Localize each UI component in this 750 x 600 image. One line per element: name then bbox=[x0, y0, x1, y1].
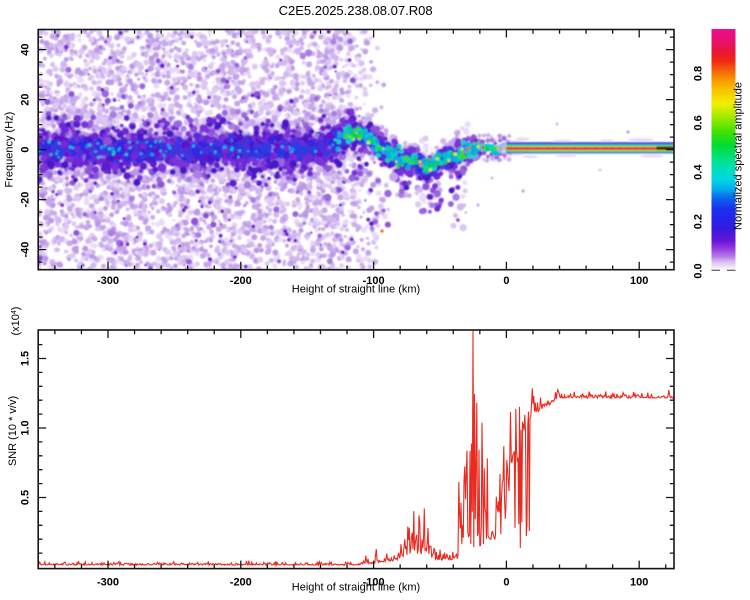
svg-text:0: 0 bbox=[503, 275, 509, 287]
svg-text:-300: -300 bbox=[97, 275, 119, 287]
svg-text:0.2: 0.2 bbox=[693, 214, 705, 229]
svg-text:20: 20 bbox=[20, 93, 32, 105]
svg-text:100: 100 bbox=[630, 275, 648, 287]
svg-text:40: 40 bbox=[20, 43, 32, 55]
svg-text:1.0: 1.0 bbox=[20, 420, 32, 435]
svg-text:0.4: 0.4 bbox=[693, 164, 705, 180]
svg-text:Height of straight line (km): Height of straight line (km) bbox=[292, 284, 420, 296]
svg-text:1.5: 1.5 bbox=[20, 351, 32, 366]
svg-text:0.0: 0.0 bbox=[693, 263, 705, 278]
svg-text:Frequency (Hz): Frequency (Hz) bbox=[4, 112, 16, 188]
svg-text:-200: -200 bbox=[230, 275, 252, 287]
svg-text:0: 0 bbox=[20, 147, 32, 153]
svg-text:-200: -200 bbox=[230, 577, 252, 589]
svg-text:0.5: 0.5 bbox=[20, 490, 32, 505]
svg-text:-40: -40 bbox=[20, 242, 32, 258]
svg-text:-100: -100 bbox=[363, 275, 385, 287]
svg-text:Normalized spectral amplitude: Normalized spectral amplitude bbox=[733, 82, 745, 230]
svg-text:(x104): (x104) bbox=[10, 307, 22, 336]
svg-text:Height of straight line (km): Height of straight line (km) bbox=[292, 582, 420, 594]
svg-text:-20: -20 bbox=[20, 192, 32, 208]
svg-text:SNR (10 * v/v): SNR (10 * v/v) bbox=[7, 396, 19, 466]
svg-text:0.6: 0.6 bbox=[693, 115, 705, 130]
svg-text:-100: -100 bbox=[363, 577, 385, 589]
svg-text:C2E5.2025.238.08.07.R08: C2E5.2025.238.08.07.R08 bbox=[279, 3, 433, 18]
svg-text:-300: -300 bbox=[97, 577, 119, 589]
svg-text:0: 0 bbox=[503, 577, 509, 589]
svg-text:0.8: 0.8 bbox=[693, 66, 705, 81]
svg-text:100: 100 bbox=[630, 577, 648, 589]
